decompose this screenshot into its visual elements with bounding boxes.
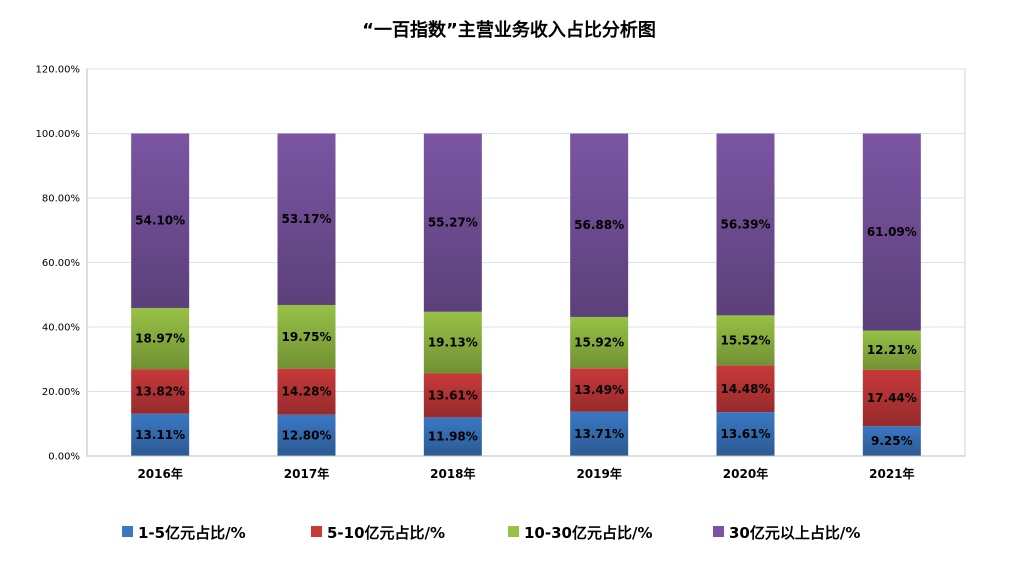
- bar-segment: [423, 133, 482, 312]
- data-label: 56.39%: [721, 217, 771, 231]
- bar-segment: [277, 304, 336, 369]
- data-label: 18.97%: [135, 332, 185, 346]
- data-label: 13.61%: [721, 427, 771, 441]
- legend-item: 10-30亿元占比/%: [508, 524, 652, 542]
- data-label: 15.52%: [721, 333, 771, 347]
- legend-swatch: [508, 526, 519, 537]
- data-label: 55.27%: [428, 216, 478, 230]
- bar-segment: [570, 411, 629, 456]
- y-tick-label: 60.00%: [42, 258, 80, 269]
- gridlines: [86, 68, 966, 457]
- data-label: 12.80%: [282, 428, 332, 442]
- data-label: 13.71%: [574, 427, 624, 441]
- bar-segment: [423, 311, 482, 374]
- x-tick-label: 2021年: [869, 466, 914, 481]
- legend-swatch: [713, 526, 724, 537]
- bar-segment: [716, 365, 775, 413]
- x-tick-label: 2016年: [137, 466, 182, 481]
- bar-segment: [862, 330, 921, 370]
- bar-segment: [131, 307, 190, 370]
- bar-segment: [277, 368, 336, 415]
- y-tick-label: 120.00%: [36, 65, 81, 76]
- data-label: 19.13%: [428, 336, 478, 350]
- y-tick-label: 20.00%: [42, 387, 80, 398]
- y-tick-label: 0.00%: [48, 452, 80, 463]
- data-label: 13.82%: [135, 384, 185, 398]
- y-tick-label: 80.00%: [42, 194, 80, 205]
- chart-title: “一百指数”主营业务收入占比分析图: [362, 19, 656, 41]
- data-label: 13.11%: [135, 428, 185, 442]
- legend-label: 5-10亿元占比/%: [327, 524, 445, 542]
- bar-segment: [131, 133, 190, 308]
- legend: 1-5亿元占比/% 5-10亿元占比/% 10-30亿元占比/% 30亿元以上占比/%: [122, 524, 860, 542]
- x-tick-label: 2019年: [576, 466, 621, 481]
- y-tick-label: 100.00%: [36, 129, 81, 140]
- legend-swatch: [311, 526, 322, 537]
- data-label: 12.21%: [867, 343, 917, 357]
- bars: 13.11% 13.82% 18.97% 54.10% 12.80% 14.28% 19.7…: [131, 133, 921, 456]
- data-label: 14.48%: [721, 382, 771, 396]
- legend-swatch: [122, 526, 133, 537]
- bar-segment: [131, 369, 190, 414]
- bar-segment: [716, 315, 775, 366]
- data-label: 11.98%: [428, 430, 478, 444]
- legend-item: 30亿元以上占比/%: [713, 524, 860, 542]
- bar-segment: [716, 133, 775, 316]
- bar-segment: [277, 414, 336, 456]
- legend-label: 10-30亿元占比/%: [524, 524, 652, 542]
- data-label: 9.25%: [871, 434, 913, 448]
- bar-segment: [277, 133, 336, 305]
- data-label: 13.49%: [574, 383, 624, 397]
- legend-label: 30亿元以上占比/%: [729, 524, 860, 542]
- axes: 0.00% 20.00% 40.00% 60.00% 80.00% 100.00% 120.…: [36, 65, 965, 481]
- data-label: 14.28%: [282, 385, 332, 399]
- bar-segment: [423, 417, 482, 456]
- data-label: 54.10%: [135, 214, 185, 228]
- legend-label: 1-5亿元占比/%: [138, 524, 246, 542]
- x-tick-label: 2018年: [430, 466, 475, 481]
- data-label: 61.09%: [867, 225, 917, 239]
- bar-segment: [862, 133, 921, 331]
- legend-item: 5-10亿元占比/%: [311, 524, 445, 542]
- legend-item: 1-5亿元占比/%: [122, 524, 246, 542]
- bar-segment: [862, 369, 921, 427]
- data-label: 17.44%: [867, 391, 917, 405]
- y-tick-label: 40.00%: [42, 323, 80, 334]
- bar-segment: [131, 413, 190, 456]
- data-label: 15.92%: [574, 336, 624, 350]
- bar-segment: [423, 373, 482, 418]
- data-label: 53.17%: [282, 212, 332, 226]
- data-label: 19.75%: [282, 330, 332, 344]
- x-tick-label: 2020年: [723, 466, 768, 481]
- data-label: 13.61%: [428, 388, 478, 402]
- data-label: 56.88%: [574, 218, 624, 232]
- bar-segment: [570, 368, 629, 412]
- bar-segment: [862, 426, 921, 456]
- bar-segment: [570, 133, 629, 317]
- bar-segment: [570, 316, 629, 369]
- x-tick-label: 2017年: [284, 466, 329, 481]
- bar-segment: [716, 412, 775, 456]
